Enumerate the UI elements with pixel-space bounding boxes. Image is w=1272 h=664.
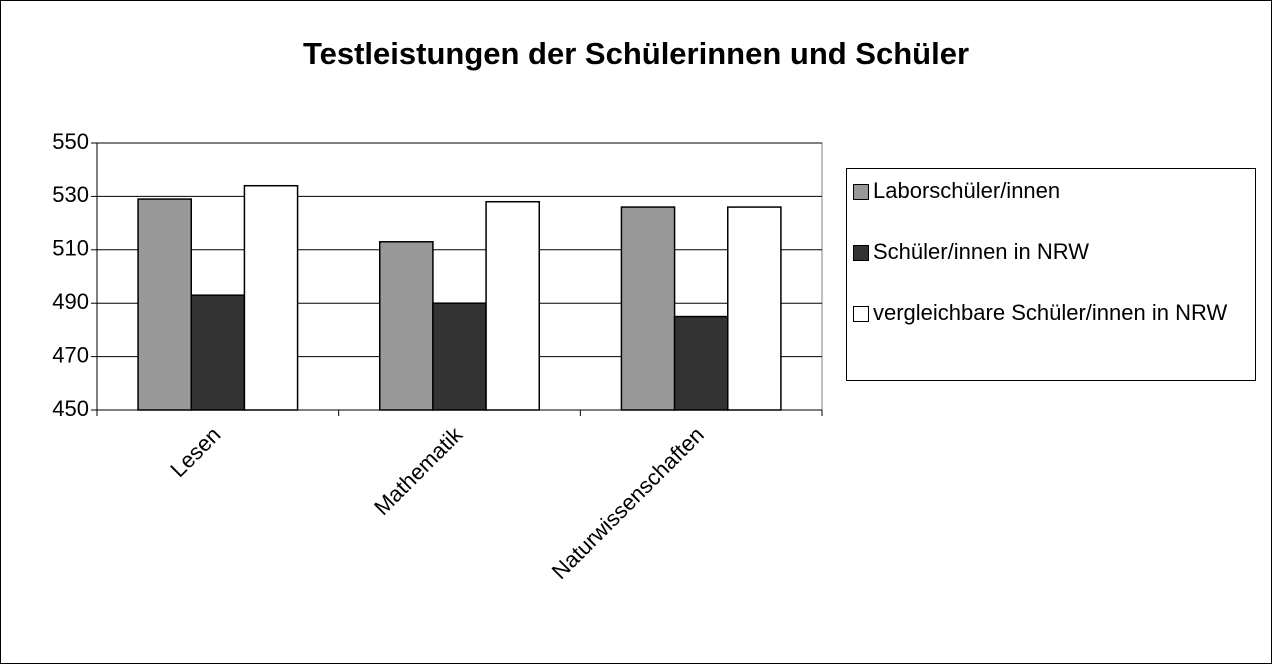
y-tick-label: 450 xyxy=(52,396,89,421)
bar xyxy=(485,200,541,411)
legend-swatch xyxy=(853,184,869,200)
legend-label: vergleichbare Schüler/innen in NRW xyxy=(873,300,1228,325)
chart-title: Testleistungen der Schülerinnen und Schü… xyxy=(303,36,969,71)
legend-label: Schüler/innen in NRW xyxy=(873,239,1090,264)
legend-entry: Laborschüler/innen xyxy=(853,177,1255,205)
y-tick-label: 510 xyxy=(52,236,89,261)
y-tick-label: 530 xyxy=(52,182,89,207)
bar xyxy=(190,294,246,411)
y-tick-label: 550 xyxy=(52,129,89,154)
legend-swatch xyxy=(853,245,869,261)
bar xyxy=(243,184,299,411)
bar xyxy=(432,302,487,411)
legend-label: Laborschüler/innen xyxy=(873,178,1061,203)
bar xyxy=(379,241,434,411)
bar xyxy=(673,315,729,411)
y-tick-label: 470 xyxy=(52,342,89,367)
legend: Laborschüler/innen Schüler/innen in NRW ve… xyxy=(846,168,1256,381)
legend-entry: vergleichbare Schüler/innen in NRW xyxy=(853,299,1255,327)
legend-swatch xyxy=(853,306,869,322)
bar xyxy=(137,198,192,411)
bar xyxy=(727,206,782,411)
legend-entry: Schüler/innen in NRW xyxy=(853,238,1255,266)
bar xyxy=(620,206,676,411)
y-tick-label: 490 xyxy=(52,289,89,314)
